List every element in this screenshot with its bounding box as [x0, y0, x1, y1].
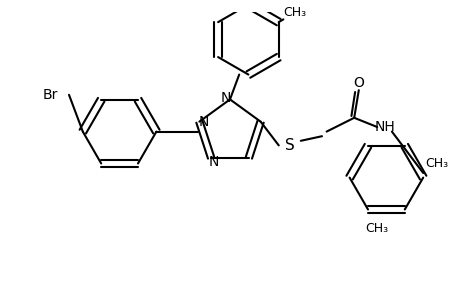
Text: S: S [284, 138, 294, 153]
Text: CH₃: CH₃ [282, 5, 305, 19]
Text: N: N [208, 155, 218, 169]
Text: N: N [198, 115, 209, 129]
Text: Br: Br [43, 88, 58, 102]
Text: O: O [353, 76, 364, 90]
Text: CH₃: CH₃ [425, 157, 448, 170]
Text: CH₃: CH₃ [365, 222, 388, 235]
Text: N: N [220, 91, 230, 105]
Text: NH: NH [373, 120, 394, 134]
